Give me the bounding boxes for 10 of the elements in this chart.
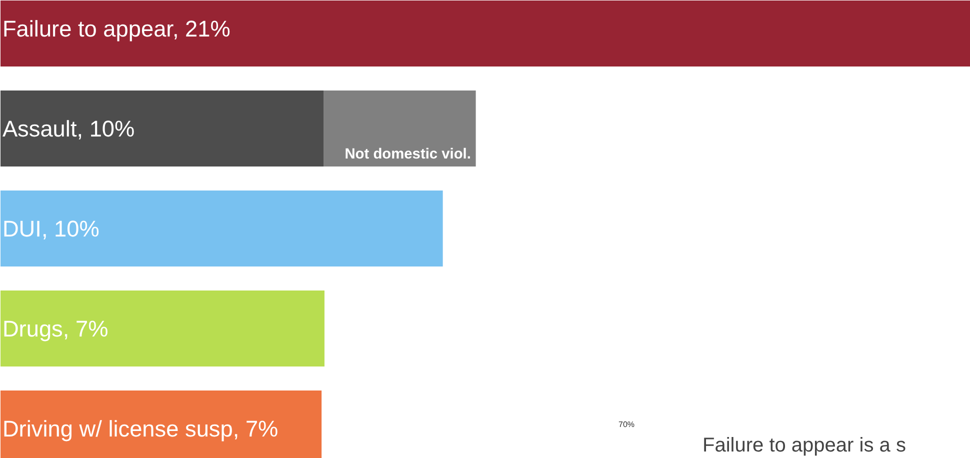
annotation: 70% (618, 420, 635, 429)
series-label: Not domestic viol. (344, 146, 471, 162)
y-tick-label: DUI, 10% (2, 216, 100, 242)
y-tick-label: Failure to appear, 21% (2, 16, 230, 42)
bar (0, 190, 443, 266)
bar (324, 90, 476, 166)
annotation: Failure to appear is a s (702, 434, 906, 456)
y-tick-label: Driving w/ license susp, 7% (2, 416, 278, 442)
y-tick-label: Drugs, 7% (2, 316, 108, 342)
y-tick-label: Assault, 10% (2, 116, 135, 142)
